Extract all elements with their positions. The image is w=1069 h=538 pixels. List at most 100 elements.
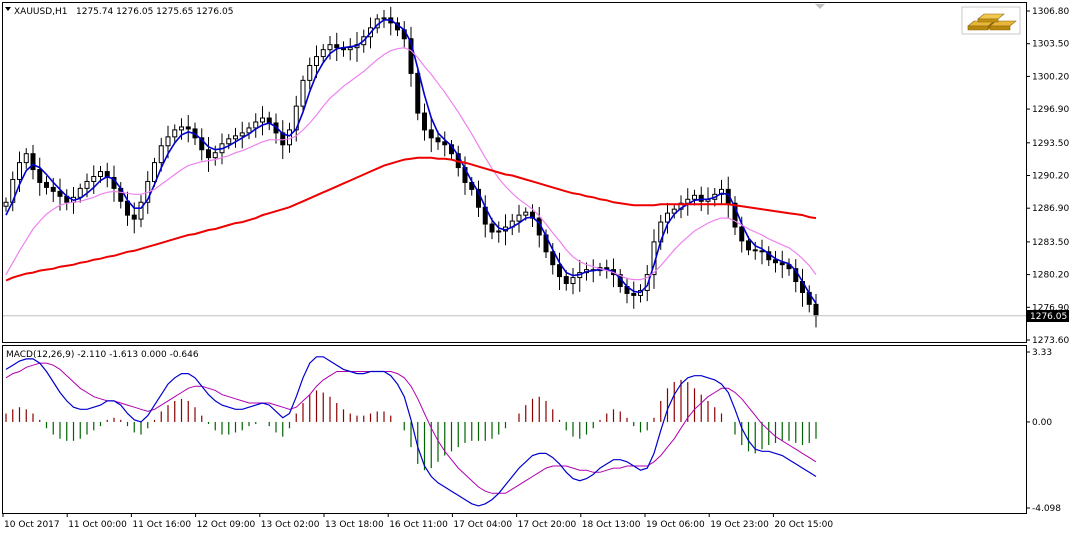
candle-body (408, 38, 414, 74)
candle-body (631, 292, 637, 296)
macd-axis: 3.33 0.00 -4.098 (1026, 348, 1061, 514)
candle-body (30, 153, 36, 171)
macd-panel-frame (2, 345, 1027, 514)
candle-body (719, 188, 724, 195)
candle-body (17, 162, 22, 180)
macd-tick-label: 0.00 (1032, 418, 1052, 428)
candle-body (50, 186, 56, 192)
ohlc-label: 1275.74 1276.05 1275.65 1276.05 (76, 7, 233, 17)
signal-line (5, 362, 817, 494)
candle-body (77, 187, 83, 198)
current-price-badge: 1276.05 (1027, 310, 1069, 322)
price-tick-label: 1286.90 (1032, 204, 1069, 214)
candle-body (246, 127, 252, 134)
candle-body (57, 190, 63, 197)
price-panel-frame (2, 2, 1027, 343)
macd-line (5, 356, 817, 507)
candle-body (206, 149, 211, 159)
candle-body (435, 137, 441, 143)
time-tick-label: 19 Oct 23:00 (710, 520, 769, 530)
price-tick-label: 1293.50 (1032, 139, 1069, 149)
price-tick-label: 1303.50 (1032, 40, 1069, 50)
price-tick-label: 1306.80 (1032, 7, 1069, 17)
candle-body (563, 276, 569, 285)
gold-bars-icon[interactable] (961, 6, 1021, 35)
candle-body (260, 117, 265, 123)
candle-body (172, 129, 178, 138)
time-tick-label: 16 Oct 11:00 (389, 520, 448, 530)
candle-body (91, 175, 97, 182)
candle-body (334, 44, 340, 49)
candle-body (442, 141, 448, 146)
ma-fast-line (5, 19, 817, 304)
candle-body (692, 194, 697, 200)
candle-body (199, 137, 205, 151)
candle-body (327, 44, 333, 51)
candle-body (523, 211, 529, 216)
chevron-down-icon[interactable] (5, 7, 11, 11)
candle-body (179, 126, 184, 131)
candle-body (773, 259, 778, 264)
candle-body (779, 262, 785, 266)
time-tick-label: 13 Oct 02:00 (261, 520, 320, 530)
candle-body (550, 251, 556, 266)
macd-tick-label: 3.33 (1032, 348, 1052, 358)
candle-body (314, 56, 319, 67)
candle-body (557, 264, 562, 278)
price-tick-label: 1276.90 (1032, 303, 1069, 313)
candle-body (759, 250, 765, 253)
candle-body (300, 79, 306, 107)
price-tick-label: 1300.20 (1032, 72, 1069, 82)
price-tick-label: 1283.50 (1032, 238, 1069, 248)
candle-body (287, 129, 292, 146)
candle-body (746, 240, 751, 251)
candle-body (212, 152, 218, 159)
candle-body (23, 153, 29, 164)
price-axis: 1306.80 1303.50 1300.20 1296.90 1293.50 1290.… (1026, 7, 1069, 346)
candle-body (732, 202, 738, 228)
candle-body (496, 230, 502, 233)
candle-body (381, 17, 387, 20)
chart-shift-marker[interactable] (815, 4, 825, 9)
candle-body (570, 277, 576, 285)
candle-body (347, 47, 353, 51)
symbol-label: XAUUSD,H1 (14, 7, 68, 17)
candle-body (3, 201, 9, 207)
time-tick-label: 12 Oct 09:00 (197, 520, 256, 530)
candle-body (665, 212, 670, 223)
candle-body (233, 135, 238, 140)
candle-body (752, 249, 758, 252)
time-tick-label: 11 Oct 00:00 (68, 520, 127, 530)
price-tick-label: 1290.20 (1032, 172, 1069, 182)
time-tick-label: 20 Oct 15:00 (774, 520, 833, 530)
candle-body (307, 65, 313, 81)
macd-lines (5, 356, 817, 507)
candle-body (98, 171, 103, 177)
candle-body (253, 121, 259, 129)
macd-label: MACD(12,26,9) -2.110 -1.613 0.000 -0.646 (6, 350, 199, 360)
candle-body (226, 138, 232, 145)
candle-body (165, 136, 171, 147)
candle-body (813, 303, 819, 317)
time-tick-label: 11 Oct 16:00 (132, 520, 191, 530)
time-tick-label: 17 Oct 04:00 (453, 520, 512, 530)
candle-body (516, 214, 522, 222)
candle-body (320, 49, 326, 58)
time-tick-label: 19 Oct 06:00 (646, 520, 705, 530)
price-tick-label: 1296.90 (1032, 105, 1069, 115)
candle-body (44, 181, 49, 188)
price-tick-label: 1280.20 (1032, 271, 1069, 281)
price-tick-label: 1273.60 (1032, 336, 1069, 346)
candle-body (131, 214, 137, 220)
candle-body (152, 162, 157, 182)
macd-tick-label: -4.098 (1032, 504, 1061, 514)
candle-body (158, 145, 164, 164)
candle-body (698, 194, 704, 202)
time-tick-label: 17 Oct 20:00 (518, 520, 577, 530)
svg-text:1276.05: 1276.05 (1030, 312, 1067, 322)
ma-mid-line (5, 47, 817, 281)
candle-body (185, 126, 191, 130)
candle-body (644, 274, 650, 291)
candle-body (489, 223, 495, 233)
